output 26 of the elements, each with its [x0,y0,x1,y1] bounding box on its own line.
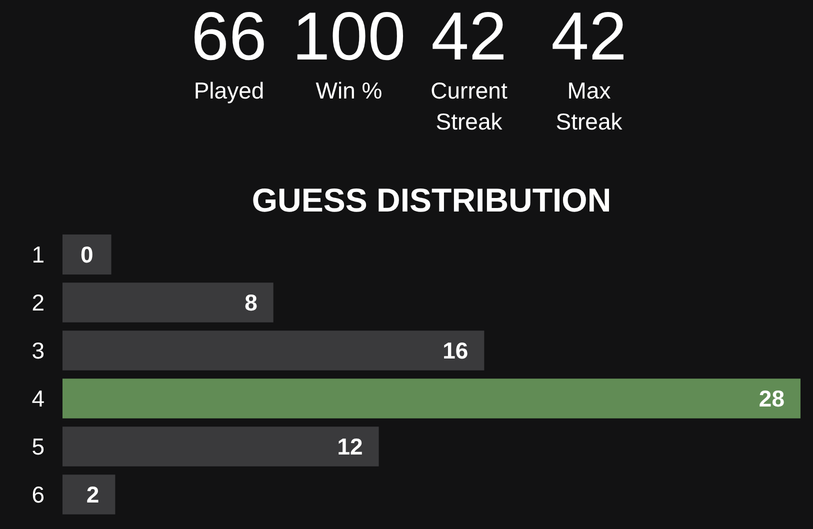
data-label: 0 [80,242,94,268]
text: Win % [316,78,382,104]
y-tick-label: 1 [32,242,45,268]
data-label: 28 [758,386,785,412]
text: Current Streak [430,78,508,135]
bar [62,378,800,418]
y-tick-label: 5 [32,434,45,460]
data-label: 16 [442,338,468,364]
text: Played [194,78,264,104]
bar [62,330,484,370]
y-tick-label: 6 [32,482,45,508]
text: 42 [431,0,507,74]
bar [62,282,274,322]
y-tick-label: 2 [32,290,45,316]
bar [62,474,116,514]
data-label: 2 [86,482,100,508]
y-tick-label: 3 [32,338,45,364]
text: Max Streak [556,78,623,135]
chart-title: GUESS DISTRIBUTION [252,182,612,218]
bar [62,426,379,466]
y-tick-label: 4 [32,386,45,412]
data-label: 8 [244,290,258,316]
text: 66 [191,0,267,74]
text: 100 [292,0,406,74]
data-label: 12 [337,434,363,460]
text: 42 [551,0,627,74]
